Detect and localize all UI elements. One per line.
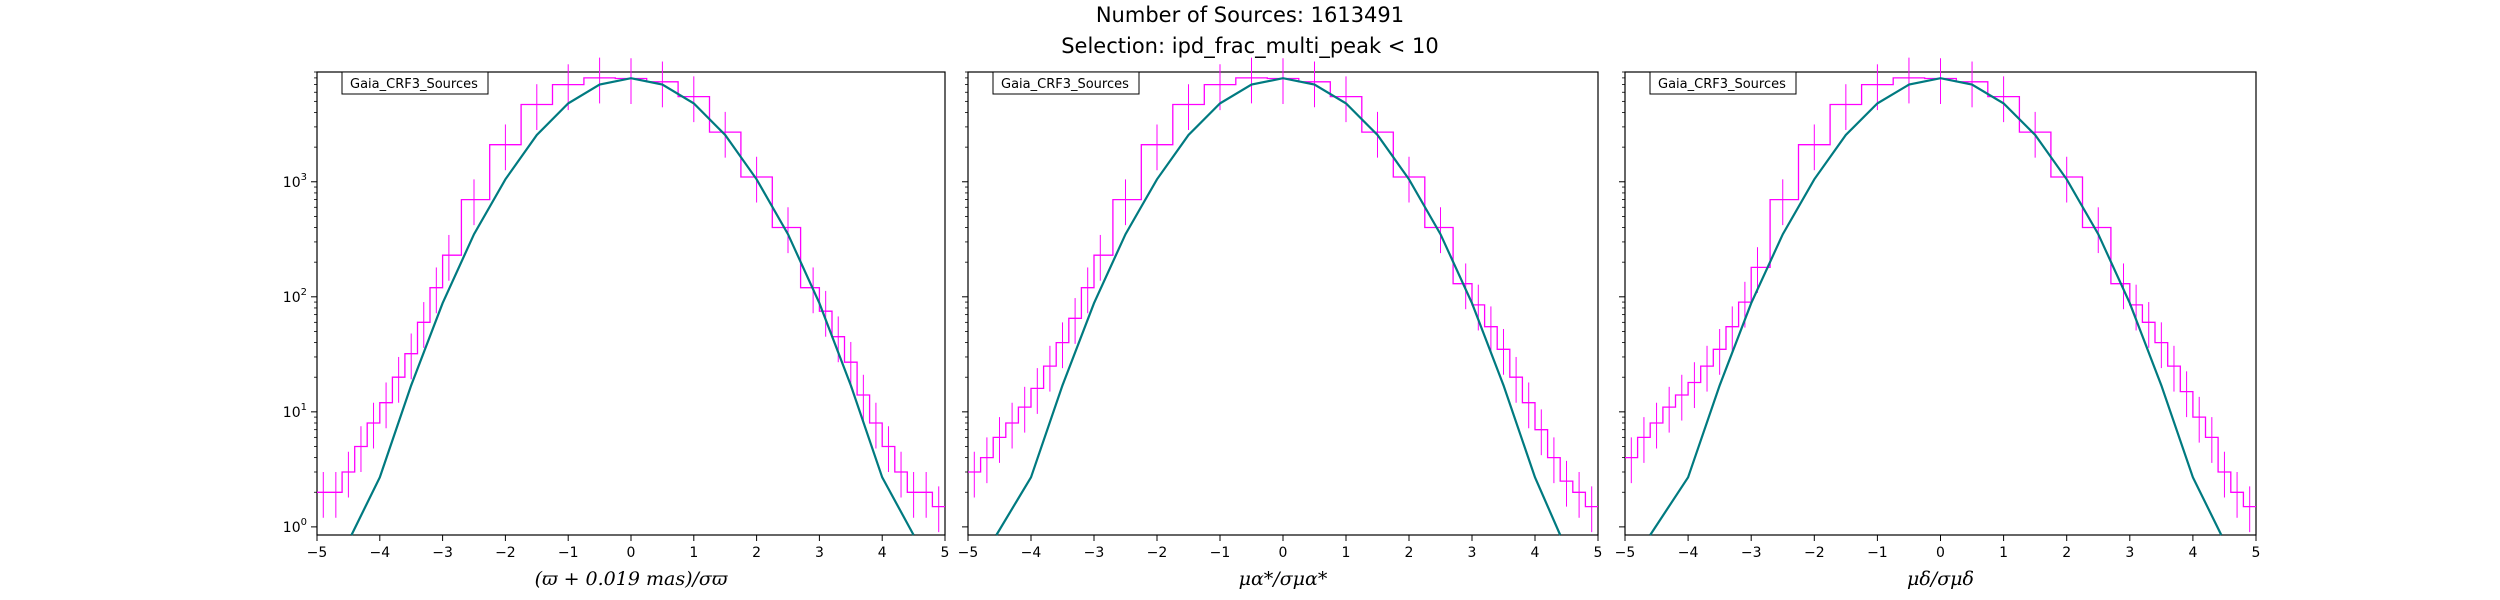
chart-panel-3: −5 −4 −3 −2 −1 0 1 2 3 4 5 Gaia_CRF3_Sources μδ/σμδ [1615, 57, 2261, 590]
gaussian-fit-line [995, 77, 1562, 536]
x-tick-label: 5 [941, 545, 950, 561]
x-tick-label: 1 [1999, 545, 2008, 561]
y-tick-label: 103 [283, 172, 307, 191]
x-tick-label: −4 [369, 545, 390, 561]
histogram-series [968, 77, 1598, 508]
legend: Gaia_CRF3_Sources [992, 71, 1140, 95]
plot-frame [316, 71, 946, 536]
x-tick-label: −5 [307, 545, 328, 561]
chart-panel-2: −5 −4 −3 −2 −1 0 1 2 3 4 5 Gaia_CRF3_Sources μα*/σμα… [958, 57, 1603, 590]
plot-frame [1624, 71, 2257, 536]
x-tick-label: 2 [752, 545, 761, 561]
legend-label: Gaia_CRF3_Sources [1001, 77, 1129, 92]
x-tick-label: 2 [2062, 545, 2071, 561]
x-tick-label: −3 [1741, 545, 1762, 561]
x-tick-label: 5 [1594, 545, 1603, 561]
x-tick-label: 5 [2252, 545, 2261, 561]
histogram-series [1625, 77, 2256, 508]
x-tick-label: −2 [1147, 545, 1168, 561]
chart-panel-1: −5 −4 −3 −2 −1 0 1 2 3 4 5 100 101 102 103 Gaia_CRF3_So… [283, 57, 950, 590]
legend-box [992, 71, 1140, 95]
x-tick-label: −5 [1615, 545, 1636, 561]
x-axis-label: (ϖ + 0.019 mas)/σϖ [535, 568, 728, 590]
x-tick-label: −2 [1804, 545, 1825, 561]
x-tick-label: −4 [1678, 545, 1699, 561]
y-tick-label: 100 [283, 517, 307, 536]
x-tick-label: −2 [495, 545, 516, 561]
gaussian-fit-line [350, 77, 915, 536]
legend: Gaia_CRF3_Sources [341, 71, 489, 95]
x-tick-label: 0 [1936, 545, 1945, 561]
x-tick-label: −1 [1867, 545, 1888, 561]
legend-label: Gaia_CRF3_Sources [350, 77, 478, 92]
x-axis-label: μδ/σμδ [1907, 568, 1974, 590]
y-tick-label: 101 [283, 402, 307, 421]
x-tick-label: 1 [1342, 545, 1351, 561]
x-axis-label: μα*/σμα* [1239, 568, 1328, 590]
legend: Gaia_CRF3_Sources [1649, 71, 1797, 95]
y-tick-label: 102 [283, 287, 307, 306]
x-tick-label: 4 [1531, 545, 1540, 561]
x-tick-label: −1 [558, 545, 579, 561]
histogram-series [317, 77, 945, 508]
x-tick-label: −3 [1084, 545, 1105, 561]
x-tick-label: 3 [2125, 545, 2134, 561]
legend-box [1649, 71, 1797, 95]
x-tick-label: 0 [627, 545, 636, 561]
x-tick-label: 4 [2188, 545, 2197, 561]
x-tick-label: 1 [689, 545, 698, 561]
x-tick-label: 3 [815, 545, 824, 561]
x-tick-label: −3 [432, 545, 453, 561]
x-tick-label: −4 [1021, 545, 1042, 561]
plot-frame [967, 71, 1599, 536]
gaussian-fit-line [1649, 77, 2223, 536]
x-tick-label: −1 [1210, 545, 1231, 561]
figure-subtitle: Selection: ipd_frac_multi_peak < 10 [1061, 34, 1439, 58]
figure-title: Number of Sources: 1613491 [1095, 3, 1405, 27]
legend-label: Gaia_CRF3_Sources [1658, 77, 1786, 92]
legend-box [341, 71, 489, 95]
x-tick-label: 0 [1279, 545, 1288, 561]
x-tick-label: −5 [958, 545, 979, 561]
x-tick-label: 2 [1405, 545, 1414, 561]
x-tick-label: 3 [1468, 545, 1477, 561]
x-tick-label: 4 [878, 545, 887, 561]
